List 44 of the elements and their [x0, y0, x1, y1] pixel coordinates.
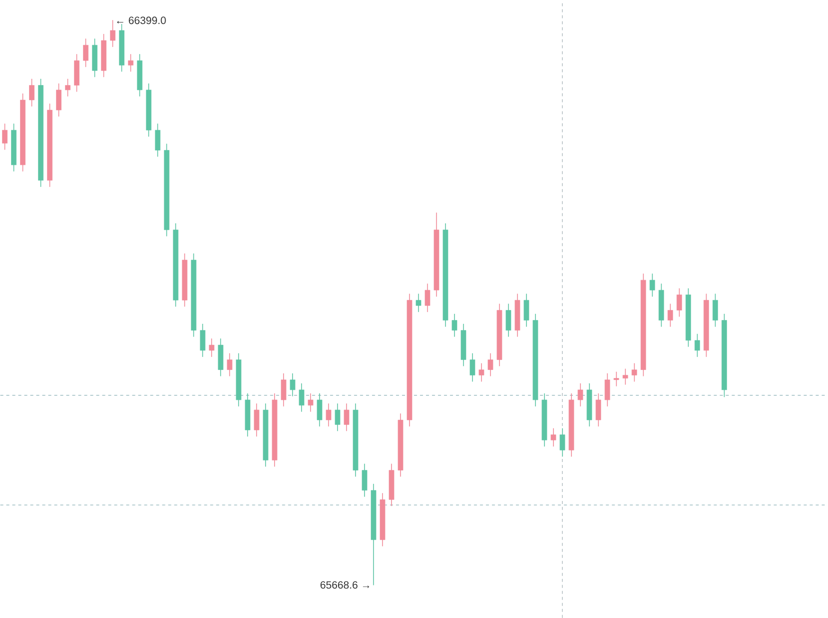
candlestick: [524, 294, 530, 327]
candlestick: [452, 314, 458, 337]
candlestick: [676, 288, 682, 317]
candlestick: [506, 304, 512, 337]
candlestick: [254, 403, 260, 437]
candlestick: [280, 373, 286, 406]
candlestick: [110, 20, 116, 47]
candlestick: [208, 338, 214, 357]
candlestick: [488, 353, 494, 376]
candlestick: [56, 83, 62, 117]
candlestick: [298, 383, 304, 412]
candlestick: [65, 78, 70, 96]
candlestick: [712, 294, 718, 327]
candlestick: [29, 78, 34, 106]
candlestick: [650, 273, 655, 297]
candlestick: [578, 383, 584, 406]
candlestick: [560, 428, 566, 457]
candlestick: [128, 54, 134, 72]
candlestick: [550, 428, 556, 447]
candlestick: [614, 372, 620, 386]
candlestick: [226, 353, 232, 376]
candlestick: [470, 353, 476, 382]
candlestick: [604, 373, 610, 406]
candlestick: [308, 393, 314, 412]
candlestick: [622, 368, 628, 385]
candlestick: [478, 363, 484, 382]
candlestick: [290, 373, 296, 396]
annotation: 65668.6 →: [320, 581, 370, 589]
candlestick: [416, 294, 422, 312]
candlestick: [83, 38, 88, 68]
candlestick: [316, 393, 322, 426]
candlestick: [344, 403, 350, 432]
candlestick: [668, 304, 673, 327]
candlestick: [632, 363, 638, 382]
candlestick: [326, 403, 332, 426]
candlestick: [596, 393, 602, 426]
candlestick: [200, 324, 206, 357]
candlestick: [362, 464, 368, 497]
candlestick: [334, 403, 340, 432]
candlestick: [2, 123, 8, 150]
candlestick: [694, 334, 700, 357]
annotation: ← 66399.0: [117, 16, 166, 24]
candlestick: [155, 123, 160, 157]
candlestick: [424, 283, 430, 312]
